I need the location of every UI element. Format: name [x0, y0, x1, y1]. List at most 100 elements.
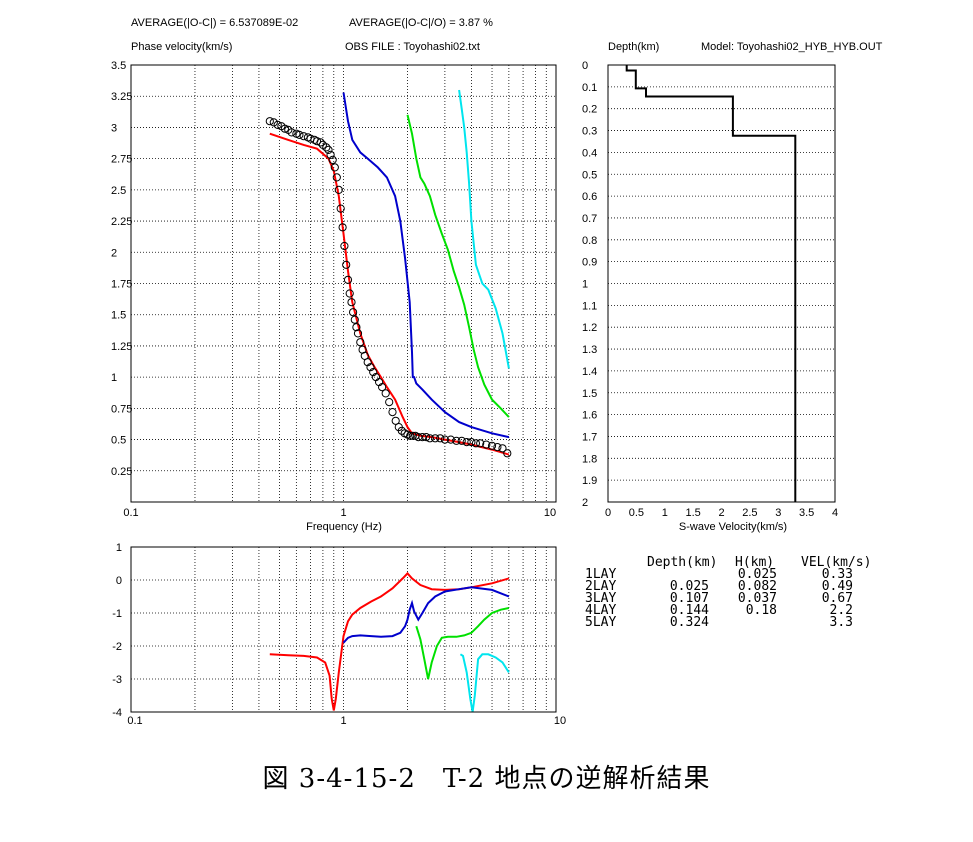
layer-h: 0.037 — [737, 591, 777, 606]
dispersion-ticks: 0.1 1 10 0.25 0.5 0.75 1 1.25 1.5 1.75 2 2.25 2.5 2.7… — [111, 60, 556, 519]
observed-point — [385, 398, 394, 407]
avg-rel-label: AVERAGE(|O-C|/O) = 3.87 % — [349, 17, 493, 29]
observed-point — [476, 439, 485, 448]
profile-ticks: 0 0.5 1 1.5 2 2.5 3 3.5 4 0 0.1 0.2 0.3 0.4 0.5 0.6 0.7 0… — [582, 60, 838, 519]
observed-point — [328, 155, 337, 164]
y-tick-label: 0.5 — [582, 169, 597, 181]
velocity-profile — [625, 65, 797, 502]
observed-point — [406, 431, 415, 440]
observed-point — [340, 241, 349, 251]
series-mode1 — [342, 92, 510, 439]
observed-point — [381, 389, 390, 398]
observed-point — [349, 308, 358, 317]
observed-point — [350, 315, 359, 324]
profile-grid — [608, 86, 835, 481]
observed-point — [287, 128, 296, 137]
observed-point — [345, 289, 354, 298]
observed-point — [353, 329, 363, 338]
y-tick-label: 0.8 — [582, 235, 597, 247]
x-tick-label: 10 — [554, 715, 566, 727]
observed-point — [397, 426, 406, 435]
residual-mode3 — [459, 653, 510, 713]
observed-point — [462, 438, 471, 447]
layer-lay: 5LAY — [585, 615, 617, 630]
observed-point — [338, 223, 347, 232]
y-tick-label: 3 — [111, 122, 117, 134]
figure-caption: 図 3-4-15-2 T-2 地点の逆解析結果 — [262, 764, 711, 794]
observed-point — [299, 132, 308, 141]
observed-point — [312, 137, 322, 146]
layer-vel: 2.2 — [829, 603, 853, 618]
layer-table-header: Depth(km) H(km) VEL(km/s) — [585, 555, 885, 570]
avg-abs-label: AVERAGE(|O-C|) = 6.537089E-02 — [131, 17, 299, 29]
dispersion-observed-points — [265, 117, 512, 458]
observed-point — [482, 440, 491, 449]
observed-point — [436, 434, 445, 443]
observed-point — [457, 436, 466, 445]
y-tick-label: -3 — [112, 674, 122, 686]
y-tick-label: 1.9 — [582, 475, 597, 487]
observed-point — [326, 150, 335, 159]
layer-depth: 0.107 — [669, 591, 709, 606]
observed-point — [334, 185, 343, 194]
profile-line — [625, 65, 797, 502]
profile-frame — [607, 64, 836, 503]
y-tick-label: 0.2 — [582, 104, 597, 116]
y-tick-label: 1.3 — [582, 344, 597, 356]
y-tick-label: 2.75 — [111, 154, 132, 166]
observed-point — [322, 143, 331, 152]
y-tick-label: 0.6 — [582, 191, 597, 203]
layer-h: 0.025 — [737, 567, 777, 582]
y-tick-label: 1.6 — [582, 410, 597, 422]
layer-vel: 0.49 — [821, 579, 853, 594]
observed-point — [503, 449, 512, 458]
y-tick-label: 0.25 — [111, 466, 132, 478]
layer-lay: 3LAY — [585, 591, 617, 606]
layer-h: 0.082 — [737, 579, 777, 594]
y-tick-label: -1 — [112, 608, 122, 620]
y-tick-label: 0.5 — [111, 435, 126, 447]
x-tick-label: 2 — [718, 507, 724, 519]
model-label: Model: Toyohashi02_HYB_HYB.OUT — [701, 41, 883, 53]
y-tick-label: 0 — [116, 575, 122, 587]
observed-point — [336, 204, 345, 213]
x-tick-label: 1.5 — [685, 507, 700, 519]
depth-axis-label: Depth(km) — [608, 41, 660, 53]
x-tick-label: 3 — [775, 507, 781, 519]
y-tick-label: 0.3 — [582, 126, 597, 138]
y-tick-label: 0.4 — [582, 147, 597, 159]
y-tick-label: 2 — [111, 247, 117, 259]
y-tick-label: 0.7 — [582, 213, 597, 225]
y-tick-label: 1.8 — [582, 453, 597, 465]
observed-point — [414, 433, 423, 442]
observed-point — [467, 438, 476, 447]
x-tick-label: 4 — [832, 507, 838, 519]
layer-row: 4LAY 0.144 0.18 2.2 — [585, 603, 885, 618]
swave-axis-label: S-wave Velocity(km/s) — [679, 521, 787, 533]
dispersion-frame — [130, 64, 557, 503]
observed-point — [446, 435, 455, 444]
layer-depth: 0.324 — [669, 615, 709, 630]
layer-lay: 1LAY — [585, 567, 617, 582]
x-tick-label: 1 — [662, 507, 668, 519]
y-tick-label: 1 — [116, 542, 122, 554]
observed-point — [440, 435, 449, 444]
observed-point — [471, 439, 480, 448]
layer-lay: 4LAY — [585, 603, 617, 618]
y-tick-label: 1.7 — [582, 431, 597, 443]
residual-frame — [130, 546, 557, 713]
y-tick-label: -2 — [112, 641, 122, 653]
observed-point — [431, 434, 440, 443]
x-tick-label: 3.5 — [799, 507, 814, 519]
dispersion-grid — [131, 65, 556, 502]
y-tick-label: 0 — [582, 60, 588, 72]
y-tick-label: 1.4 — [582, 366, 597, 378]
header-h: H(km) — [735, 555, 775, 570]
header-depth: Depth(km) — [647, 555, 718, 570]
residual-mode0 — [269, 571, 510, 711]
observed-point — [366, 363, 375, 372]
y-tick-label: 1 — [582, 279, 588, 291]
observed-point — [363, 358, 372, 367]
layer-vel: 0.33 — [821, 567, 853, 582]
